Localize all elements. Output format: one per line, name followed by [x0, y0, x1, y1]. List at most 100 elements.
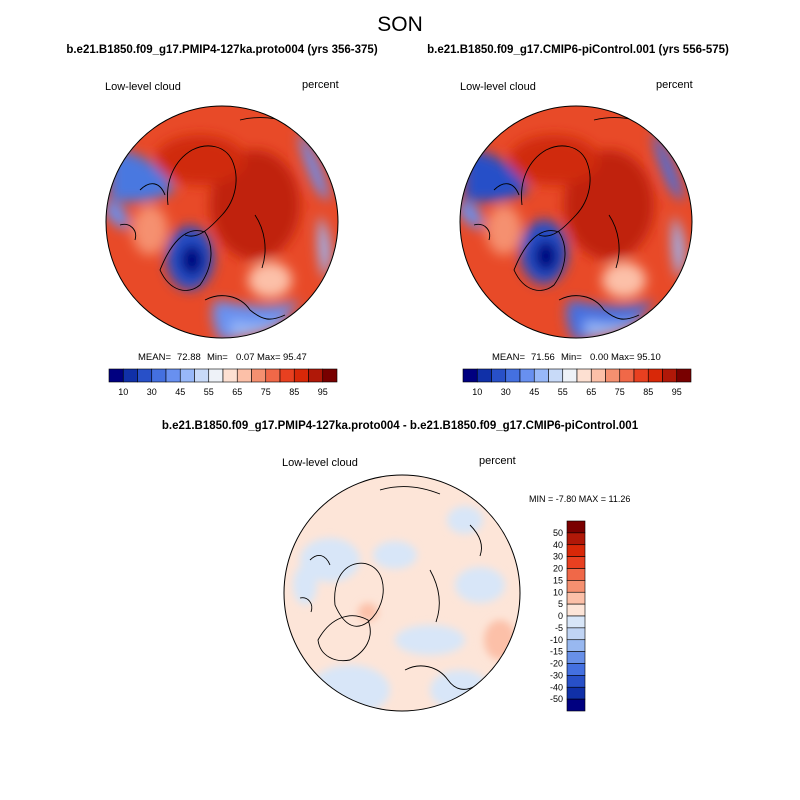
diff-colorbar-tick-label: -20 — [550, 659, 563, 669]
right-colorbar-box — [533, 368, 549, 383]
right-colorbar-box — [633, 368, 649, 383]
left-colorbar-box — [151, 368, 167, 383]
panel-right-title: b.e21.B1850.f09_g17.CMIP6-piControl.001 … — [427, 44, 729, 56]
right-colorbar-tick-label: 85 — [643, 387, 653, 397]
right-colorbar-box — [619, 368, 635, 383]
right-colorbar-tick-label: 10 — [472, 387, 482, 397]
diff-colorbar-tick-label: -5 — [555, 623, 563, 633]
right-map — [460, 106, 692, 338]
panel-right: Low-level cloud percent — [459, 79, 693, 397]
right-colorbar-tick-label: 55 — [558, 387, 568, 397]
left-colorbar-box — [279, 368, 295, 383]
left-colorbar-tick-label: 65 — [232, 387, 242, 397]
left-colorbar-tick-label: 45 — [175, 387, 185, 397]
right-max-value: 95.10 — [637, 352, 661, 363]
right-min-label: Min= — [561, 352, 582, 363]
right-colorbar-box — [476, 368, 492, 383]
right-colorbar-tick-label: 65 — [586, 387, 596, 397]
left-max-label: Max= — [257, 352, 281, 363]
left-min-label: Min= — [207, 352, 228, 363]
right-colorbar-box — [519, 368, 535, 383]
right-colorbar-box — [505, 368, 521, 383]
right-colorbar-box — [662, 368, 678, 383]
left-colorbar-box — [251, 368, 267, 383]
diff-title: b.e21.B1850.f09_g17.PMIP4-127ka.proto004… — [162, 420, 639, 432]
right-variable-label: Low-level cloud — [460, 81, 536, 93]
diff-colorbar-tick-label: 5 — [558, 599, 563, 609]
left-variable-label: Low-level cloud — [105, 81, 181, 93]
diff-colorbar-tick-label: 10 — [553, 587, 563, 597]
left-colorbar-box — [194, 368, 210, 383]
right-colorbar-tick-label: 45 — [529, 387, 539, 397]
diff-colorbar-box — [566, 627, 586, 641]
season-title: SON — [377, 13, 423, 36]
left-colorbar-box — [137, 368, 153, 383]
right-mean-value: 71.56 — [531, 352, 555, 363]
left-colorbar-box — [322, 368, 338, 383]
right-colorbar-box — [590, 368, 606, 383]
diff-stats: MIN = -7.80 MAX = 11.26 — [529, 494, 630, 504]
diff-colorbar-box — [566, 675, 586, 688]
left-colorbar: 10 30 45 55 65 75 85 95 — [108, 368, 338, 397]
left-map — [106, 106, 338, 338]
diff-colorbar-box — [566, 663, 586, 676]
diff-colorbar-tick-label: -30 — [550, 670, 563, 680]
right-stats: MEAN= 71.56 Min= 0.00 Max= 95.10 — [492, 352, 661, 363]
left-colorbar-box — [308, 368, 324, 383]
diff-colorbar-tick-label: -10 — [550, 635, 563, 645]
diff-colorbar-tick-label: 15 — [553, 575, 563, 585]
diff-colorbar-tick-label: 30 — [553, 552, 563, 562]
panel-left-title: b.e21.B1850.f09_g17.PMIP4-127ka.proto004… — [66, 44, 377, 56]
left-colorbar-tick-label: 30 — [147, 387, 157, 397]
right-max-label: Max= — [611, 352, 635, 363]
right-units-label: percent — [656, 79, 693, 91]
diff-colorbar-tick-label: 0 — [558, 611, 563, 621]
left-colorbar-box — [165, 368, 181, 383]
right-mean-label: MEAN= — [492, 352, 525, 363]
left-colorbar-tick-label: 85 — [289, 387, 299, 397]
diff-colorbar-box — [566, 698, 586, 712]
right-colorbar-tick-label: 75 — [615, 387, 625, 397]
left-colorbar-tick-label: 95 — [318, 387, 328, 397]
diff-colorbar-box — [566, 568, 586, 581]
right-colorbar-box — [676, 368, 692, 383]
panel-diff: Low-level cloud percent MIN = -7.80 MAX … — [282, 455, 630, 712]
left-colorbar-box — [222, 368, 238, 383]
left-max-value: 95.47 — [283, 352, 307, 363]
diff-colorbar-tick-label: 50 — [553, 528, 563, 538]
left-min-value: 0.07 — [236, 352, 255, 363]
diff-units-label: percent — [479, 455, 516, 467]
diff-map — [284, 475, 520, 711]
left-stats: MEAN= 72.88 Min= 0.07 Max= 95.47 — [138, 352, 307, 363]
diff-colorbar-box — [566, 686, 586, 700]
diff-colorbar-tick-label: 20 — [553, 564, 563, 574]
diff-colorbar-box — [566, 639, 586, 652]
diff-colorbar-box — [566, 603, 586, 617]
left-colorbar-box — [293, 368, 309, 383]
left-colorbar-box — [179, 368, 195, 383]
right-colorbar-tick-label: 95 — [672, 387, 682, 397]
panel-left: Low-level cloud percent — [105, 79, 339, 397]
diff-variable-label: Low-level cloud — [282, 457, 358, 469]
right-colorbar-box — [647, 368, 663, 383]
diff-colorbar-tick-label: 40 — [553, 540, 563, 550]
left-colorbar-tick-label: 10 — [118, 387, 128, 397]
diff-colorbar-tick-label: -40 — [550, 682, 563, 692]
right-colorbar-box — [605, 368, 621, 383]
right-colorbar: 10 30 45 55 65 75 85 95 — [462, 368, 692, 397]
left-colorbar-tick-label: 55 — [204, 387, 214, 397]
left-mean-value: 72.88 — [177, 352, 201, 363]
right-colorbar-box — [462, 368, 478, 383]
left-colorbar-box — [236, 368, 252, 383]
left-units-label: percent — [302, 79, 339, 91]
diff-colorbar-box — [566, 651, 586, 664]
diff-colorbar-box — [566, 591, 586, 605]
right-colorbar-box — [548, 368, 564, 383]
diff-colorbar-tick-label: -50 — [550, 694, 563, 704]
right-colorbar-tick-label: 30 — [501, 387, 511, 397]
left-colorbar-box — [122, 368, 138, 383]
diff-colorbar-box — [566, 615, 586, 629]
right-min-value: 0.00 — [590, 352, 609, 363]
right-colorbar-box — [576, 368, 592, 383]
right-colorbar-box — [562, 368, 578, 383]
